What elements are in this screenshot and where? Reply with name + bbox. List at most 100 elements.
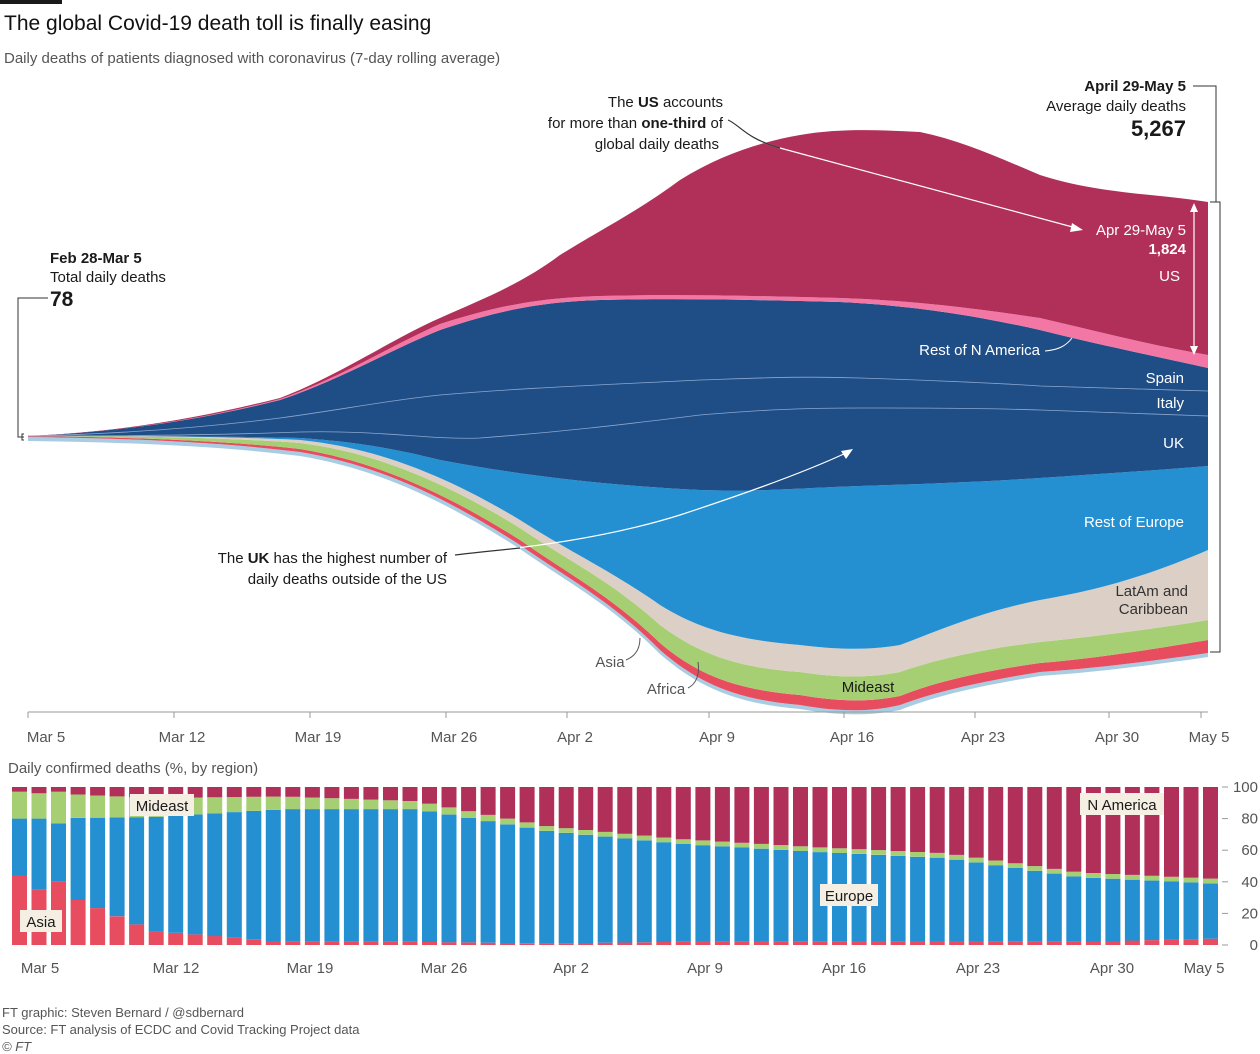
bar-segment xyxy=(675,941,691,945)
bar-segment xyxy=(578,943,594,945)
bar-segment xyxy=(656,942,672,945)
bar-segment xyxy=(793,851,808,942)
bar-segment xyxy=(246,787,262,797)
start-value: 78 xyxy=(50,288,74,311)
us-callout-line3: global daily deaths xyxy=(595,136,719,153)
label-us: US xyxy=(1159,268,1180,285)
bar-segment xyxy=(929,852,945,858)
bar-segment xyxy=(1124,879,1140,941)
bar-segment xyxy=(929,941,945,945)
bar-segment xyxy=(1046,873,1062,942)
bar-segment xyxy=(1164,787,1179,877)
bar-segment xyxy=(1183,787,1199,878)
europe-label-box xyxy=(820,884,878,906)
footer-source: Source: FT analysis of ECDC and Covid Tr… xyxy=(2,1022,360,1037)
bar-segment xyxy=(734,787,750,843)
bar-segment xyxy=(480,814,496,822)
bar-segment xyxy=(129,817,145,925)
bar-segment xyxy=(129,787,145,798)
bar-segment xyxy=(285,941,301,945)
top-rule xyxy=(0,0,62,4)
bar-segment xyxy=(207,936,223,945)
bar-segment xyxy=(383,941,398,945)
bar-segment xyxy=(851,941,867,945)
bar-segment xyxy=(1164,881,1179,940)
x-tick-label-bottom: Apr 2 xyxy=(553,960,589,977)
bar-segment xyxy=(285,809,301,942)
bar-segment xyxy=(851,849,867,854)
bar-segment xyxy=(1203,938,1218,945)
bar-segment xyxy=(1203,878,1218,884)
y-tick-label-bottom: 100 xyxy=(1233,779,1258,796)
bar-segment xyxy=(363,787,379,800)
bar-segment xyxy=(70,817,86,900)
bar-segment xyxy=(402,941,418,945)
uk-callout-line1: The UK has the highest number of xyxy=(218,550,448,567)
label-asia: Asia xyxy=(595,654,625,671)
mideast-label-box xyxy=(130,794,194,816)
bottom-label-n-america: N America xyxy=(1087,797,1157,814)
asia-leader xyxy=(625,637,641,661)
x-tick-label-bottom: Mar 5 xyxy=(21,960,59,977)
bar-segment xyxy=(168,787,184,798)
bar-segment xyxy=(187,787,203,798)
bar-segment xyxy=(929,787,945,853)
bar-segment xyxy=(363,799,379,810)
area-spain xyxy=(28,299,1208,436)
bar-segment xyxy=(246,796,262,811)
bar-segment xyxy=(890,851,906,856)
bar-segment xyxy=(461,817,477,943)
x-axis-bottom: Mar 5 Mar 12 Mar 19 Mar 26 Apr 2 Apr 9 Apr 16 A… xyxy=(21,960,1225,977)
bar-segment xyxy=(207,813,223,937)
bar-segment xyxy=(1164,939,1179,945)
bar-segment xyxy=(1066,876,1082,942)
bar-segment xyxy=(519,822,535,828)
bar-segment xyxy=(636,942,652,945)
bar-segment xyxy=(871,941,887,945)
bar-segment xyxy=(1007,868,1023,942)
bar-segment xyxy=(363,809,379,942)
x-axis-main: Mar 5 Mar 12 Mar 19 Mar 26 Apr 2 Apr 9 Apr 16 A… xyxy=(27,711,1229,746)
bar-segment xyxy=(617,787,633,834)
bottom-label-mideast: Mideast xyxy=(136,798,189,815)
bar-segment xyxy=(1183,939,1199,945)
bar-segment xyxy=(1066,941,1082,945)
bar-segment xyxy=(519,827,535,944)
uk-callout-line2: daily deaths outside of the US xyxy=(248,571,447,588)
bar-segment xyxy=(1007,941,1023,945)
y-tick-label-bottom: 40 xyxy=(1241,874,1258,891)
bar-segment xyxy=(675,839,691,844)
bar-segment xyxy=(1046,868,1062,874)
bar-segment xyxy=(968,862,984,942)
label-africa: Africa xyxy=(647,681,686,698)
bar-segment xyxy=(949,787,965,855)
bar-segment xyxy=(695,941,711,945)
bar-segment xyxy=(988,941,1004,945)
bar-segment xyxy=(148,931,164,945)
bar-segment xyxy=(422,787,437,804)
bar-segment xyxy=(461,787,477,812)
bar-segment xyxy=(578,787,594,830)
area-italy xyxy=(28,377,1208,439)
us-callout-line2: for more than one-third of xyxy=(548,115,724,132)
bar-segment xyxy=(753,787,769,844)
bar-segment xyxy=(929,857,945,942)
bar-segment xyxy=(1027,941,1043,945)
bar-segment xyxy=(890,941,906,945)
us-callout-arrow-dark xyxy=(727,119,781,149)
bar-segment xyxy=(773,787,789,846)
bar-segment xyxy=(90,795,106,818)
bar-segment xyxy=(383,809,398,942)
bar-segment xyxy=(363,941,379,945)
bar-segment xyxy=(832,787,847,849)
bar-segment xyxy=(1144,880,1160,941)
bar-segment xyxy=(793,941,808,945)
n-america-label-box xyxy=(1080,793,1164,815)
stacked-bars xyxy=(12,787,1218,945)
bar-segment xyxy=(890,787,906,852)
bar-segment xyxy=(695,845,711,942)
bar-segment xyxy=(207,787,223,798)
start-label: Total daily deaths xyxy=(50,269,166,286)
bar-segment xyxy=(500,787,516,819)
footer-credit: FT graphic: Steven Bernard / @sdbernard xyxy=(2,1005,245,1020)
